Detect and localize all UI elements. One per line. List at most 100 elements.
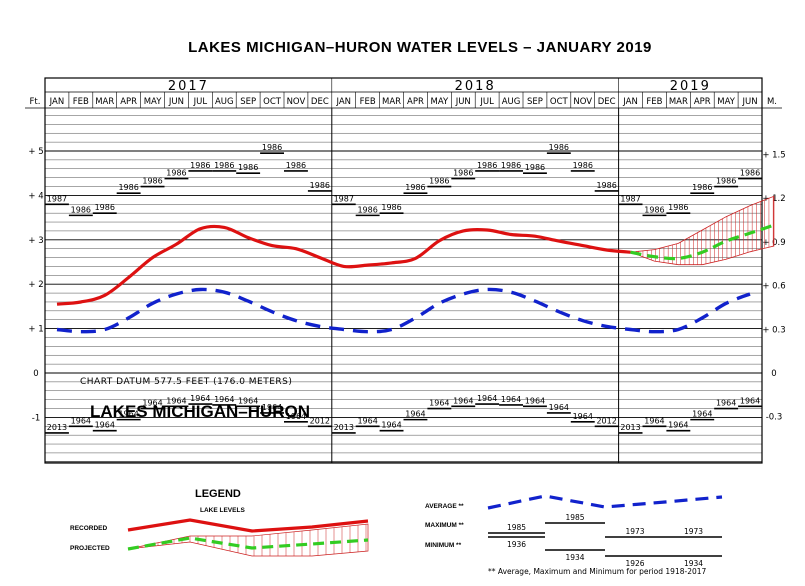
legend-average-label: AVERAGE ** xyxy=(425,503,464,510)
month-label: APR xyxy=(120,97,137,107)
max-record-year: 1986 xyxy=(692,183,712,192)
max-record-year: 1987 xyxy=(47,194,67,203)
chart-title: LAKES MICHIGAN–HURON WATER LEVELS – JANU… xyxy=(188,39,652,56)
legend-average-swatch xyxy=(487,494,723,510)
month-label: JAN xyxy=(335,97,351,107)
year-label: 2019 xyxy=(670,79,711,94)
min-record-year: 1964 xyxy=(238,396,258,405)
min-record-year: 1964 xyxy=(190,394,210,403)
month-label: JAN xyxy=(49,97,65,107)
left-unit-label: Ft. xyxy=(30,97,41,107)
max-record-year: 1986 xyxy=(644,205,664,214)
min-record-year: 1964 xyxy=(71,416,91,425)
year-label: 2017 xyxy=(168,79,209,94)
max-record-year: 1986 xyxy=(740,169,760,178)
min-record-year: 1964 xyxy=(716,399,736,408)
min-record-year: 2012 xyxy=(310,416,330,425)
month-label: MAR xyxy=(382,97,401,107)
right-axis-tick-label: -0.3 xyxy=(766,413,783,423)
max-record-year: 1986 xyxy=(118,183,138,192)
min-record-year: 1964 xyxy=(142,399,162,408)
max-record-year: 1986 xyxy=(453,169,473,178)
month-label: JUL xyxy=(193,97,208,107)
left-axis-tick-label: + 3 xyxy=(28,236,43,246)
max-record-year: 1986 xyxy=(405,183,425,192)
month-label: NOV xyxy=(287,97,306,107)
max-record-year: 1986 xyxy=(668,203,688,212)
month-label: FEB xyxy=(73,97,89,107)
max-record-year: 1986 xyxy=(381,203,401,212)
max-record-year: 1986 xyxy=(525,163,545,172)
max-record-year: 1986 xyxy=(357,205,377,214)
min-record-year: 1964 xyxy=(95,421,115,430)
recorded-level-line xyxy=(56,224,631,306)
projected-level-line xyxy=(630,223,775,261)
right-axis-tick-label: + 1.5 xyxy=(762,150,785,160)
month-label: MAY xyxy=(717,97,735,107)
left-axis-tick-label: + 1 xyxy=(28,325,43,335)
right-unit-label: M. xyxy=(767,97,777,107)
legend-min-year: 1926 xyxy=(625,559,644,568)
left-axis-tick-label: -1 xyxy=(32,413,40,423)
month-label: SEP xyxy=(527,97,543,107)
legend-min-year: 1936 xyxy=(507,540,526,549)
min-record-year: 2013 xyxy=(47,423,67,432)
max-record-year: 1986 xyxy=(716,177,736,186)
legend-heading: LEGEND xyxy=(195,488,241,500)
left-axis-tick-label: 0 xyxy=(33,369,38,379)
legend-maximum-label: MAXIMUM ** xyxy=(425,522,464,529)
min-record-year: 1964 xyxy=(381,421,401,430)
max-record-year: 1986 xyxy=(262,143,282,152)
month-label: APR xyxy=(407,97,424,107)
legend: LEGEND LAKE LEVELS RECORDED PROJECTED AV… xyxy=(70,488,723,576)
min-record-year: 1964 xyxy=(740,396,760,405)
month-label: NOV xyxy=(573,97,592,107)
right-axis-tick-label: + 0.3 xyxy=(762,325,785,335)
min-record-year: 2012 xyxy=(596,416,616,425)
min-record-year: 1964 xyxy=(118,410,138,419)
min-record-year: 1964 xyxy=(644,416,664,425)
right-axis-tick-label: 0 xyxy=(771,369,776,379)
month-label: AUG xyxy=(502,97,521,107)
min-record-year: 1964 xyxy=(262,403,282,412)
left-axis-tick-label: + 2 xyxy=(28,280,43,290)
max-record-year: 1986 xyxy=(429,177,449,186)
max-record-year: 1986 xyxy=(214,161,234,170)
min-record-year: 1964 xyxy=(668,421,688,430)
min-record-year: 1964 xyxy=(214,395,234,404)
min-record-year: 1964 xyxy=(405,410,425,419)
month-label: APR xyxy=(694,97,711,107)
max-record-year: 1986 xyxy=(166,169,186,178)
max-record-year: 1986 xyxy=(238,163,258,172)
left-axis-tick-label: + 5 xyxy=(28,147,43,157)
legend-footnote: ** Average, Maximum and Minimum for peri… xyxy=(488,567,707,576)
min-record-year: 2013 xyxy=(334,423,354,432)
legend-min-year: 1934 xyxy=(684,559,703,568)
min-record-year: 1964 xyxy=(477,394,497,403)
month-label: JUN xyxy=(168,97,184,107)
max-record-year: 1986 xyxy=(190,161,210,170)
min-record-year: 1964 xyxy=(525,396,545,405)
month-label: OCT xyxy=(550,97,569,107)
min-record-year: 1964 xyxy=(357,416,377,425)
average-level-line xyxy=(56,287,751,334)
year-label: 2018 xyxy=(455,79,496,94)
min-record-year: 1964 xyxy=(286,412,306,421)
max-record-year: 1986 xyxy=(286,161,306,170)
month-label: JUL xyxy=(479,97,494,107)
legend-projected-swatch xyxy=(127,536,369,551)
min-record-year: 1964 xyxy=(549,403,569,412)
left-axis-tick-label: + 4 xyxy=(28,191,43,201)
month-label: FEB xyxy=(360,97,376,107)
lake-name-label: LAKES MICHIGAN–HURON xyxy=(90,402,310,421)
right-axis-tick-label: + 0.6 xyxy=(762,282,785,292)
legend-max-year: 1985 xyxy=(507,523,526,532)
min-record-year: 1964 xyxy=(692,410,712,419)
projection-range-band xyxy=(630,195,775,266)
max-record-year: 1986 xyxy=(573,161,593,170)
month-label: JAN xyxy=(622,97,638,107)
chart-datum-note: CHART DATUM 577.5 FEET (176.0 METERS) xyxy=(80,377,292,387)
month-label: MAY xyxy=(431,97,449,107)
max-record-year: 1987 xyxy=(334,194,354,203)
month-label: JUN xyxy=(742,97,758,107)
